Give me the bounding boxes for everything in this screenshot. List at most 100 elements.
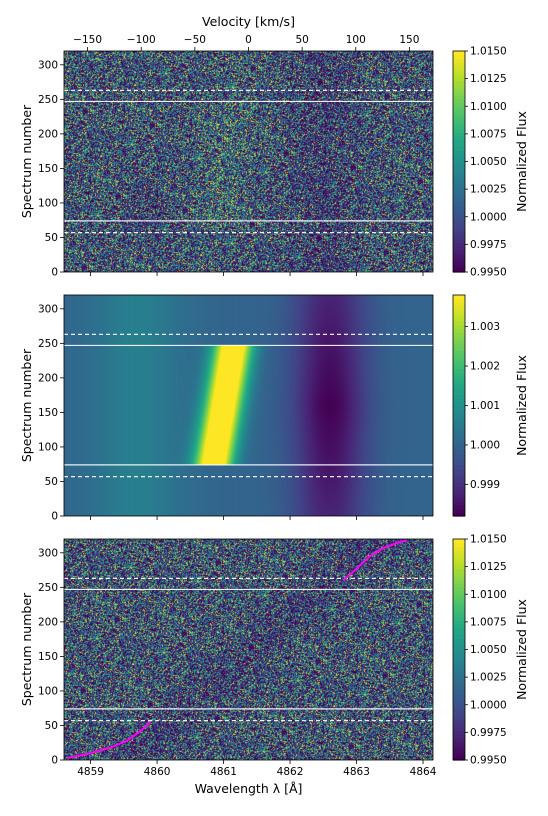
colorbar-segment — [453, 331, 465, 337]
colorbar-segment — [453, 387, 465, 392]
colorbar-segment — [453, 320, 465, 326]
colorbar-tick-label: 1.0025 — [470, 184, 507, 196]
colorbar-segment — [453, 723, 465, 728]
colorbar-tick-label: 1.001 — [470, 400, 500, 412]
colorbar-segment — [453, 84, 465, 89]
colorbar-segment — [453, 98, 465, 104]
colorbar-segment — [453, 486, 465, 491]
colorbar-segment — [453, 504, 465, 510]
colorbar-segment — [453, 58, 465, 63]
colorbar-segment — [453, 471, 465, 477]
colorbar-segment — [453, 594, 465, 599]
colorbar-segment — [453, 194, 465, 199]
colorbar-segment — [453, 416, 465, 421]
colorbar-segment — [453, 198, 465, 203]
colorbar-segment — [453, 671, 465, 676]
colorbar-segment — [453, 616, 465, 621]
colorbar-segment — [453, 638, 465, 643]
colorbar-segment — [453, 745, 465, 750]
colorbar-segment — [453, 249, 465, 255]
y-tick-label: 250 — [38, 582, 58, 594]
colorbar-segment — [453, 168, 465, 174]
x-tick-label: 4861 — [210, 766, 237, 778]
x-tick-label: 4860 — [144, 766, 171, 778]
colorbar-segment — [453, 95, 465, 100]
top-x-tick-label: −100 — [127, 34, 156, 46]
colorbar-segment — [453, 423, 465, 429]
colorbar-segment — [453, 353, 465, 359]
colorbar-tick-label: 1.0050 — [470, 644, 507, 656]
colorbar-segment — [453, 649, 465, 654]
colorbar-tick-label: 1.0075 — [470, 128, 507, 140]
x-tick-label: 4864 — [410, 766, 437, 778]
colorbar-segment — [453, 719, 465, 724]
colorbar-segment — [453, 572, 465, 577]
colorbar-segment — [453, 227, 465, 233]
colorbar-segment — [453, 176, 465, 181]
colorbar-tick-label: 1.0000 — [470, 211, 507, 223]
colorbar-segment — [453, 678, 465, 684]
colorbar-segment — [453, 80, 465, 85]
colorbar-segment — [453, 73, 465, 78]
colorbar-segment — [453, 372, 465, 377]
colorbar-segment — [453, 205, 465, 210]
colorbar-segment — [453, 553, 465, 559]
heatmap-image — [64, 51, 433, 272]
colorbar-segment — [453, 139, 465, 144]
magenta-track — [67, 721, 152, 759]
colorbar-segment — [453, 113, 465, 118]
axes-frame — [63, 294, 434, 517]
colorbar-segment — [453, 260, 465, 266]
colorbar-tick-label: 1.002 — [470, 361, 500, 373]
colorbar-segment — [453, 546, 465, 551]
colorbar-segment — [453, 482, 465, 488]
colorbar-segment — [453, 339, 465, 344]
colorbar-segment — [453, 475, 465, 480]
y-tick-label: 150 — [38, 407, 58, 419]
colorbar-segment — [453, 712, 465, 717]
colorbar-segment — [453, 405, 465, 410]
colorbar-tick-label: 0.9950 — [470, 755, 507, 767]
y-tick-label: 150 — [38, 163, 58, 175]
colorbar-segment — [453, 704, 465, 710]
colorbar-segment — [453, 412, 465, 418]
heatmap-image — [64, 539, 433, 760]
colorbar-segment — [453, 501, 465, 506]
colorbar-segment — [453, 634, 465, 640]
colorbar-segment — [453, 726, 465, 732]
colorbar-segment — [453, 190, 465, 196]
colorbar-segment — [453, 579, 465, 584]
colorbar-segment — [453, 128, 465, 133]
colorbar-segment — [453, 65, 465, 71]
colorbar-segment — [453, 653, 465, 658]
y-tick-label: 50 — [45, 232, 58, 244]
y-axis-label: Spectrum number — [19, 104, 34, 218]
colorbar-segment — [453, 76, 465, 82]
colorbar-segment — [453, 568, 465, 573]
colorbar-segment — [453, 620, 465, 625]
colorbar-segment — [453, 741, 465, 746]
colorbar-segment — [453, 667, 465, 673]
colorbar-segment — [453, 264, 465, 269]
y-axis-label: Spectrum number — [19, 348, 34, 462]
top-x-tick-label: 150 — [399, 34, 419, 46]
colorbar-segment — [453, 701, 465, 706]
y-axis-label: Spectrum number — [19, 592, 34, 706]
colorbar-tick-label: 1.0150 — [470, 534, 507, 546]
y-tick-label: 200 — [38, 616, 58, 628]
panel-bottom: 4859 4860 4861 4862 4863 4864 0 50 100 150 200 250 3… — [19, 534, 529, 797]
colorbar-segment — [453, 313, 465, 318]
colorbar-segment — [453, 361, 465, 366]
colorbar-segment — [453, 748, 465, 754]
colorbar-segment — [453, 642, 465, 647]
colorbar-segment — [453, 730, 465, 735]
colorbar: 0.9950 0.9975 1.0000 1.0025 1.0050 1.0075 1.01… — [452, 534, 529, 767]
colorbar-segment — [453, 664, 465, 669]
colorbar-segment — [453, 493, 465, 499]
colorbar-segment — [453, 216, 465, 222]
colorbar-tick-label: 1.003 — [470, 321, 500, 333]
colorbar-segment — [453, 660, 465, 665]
colorbar-segment — [453, 235, 465, 240]
colorbar-segment — [453, 183, 465, 188]
top-x-tick-label: −150 — [73, 34, 102, 46]
